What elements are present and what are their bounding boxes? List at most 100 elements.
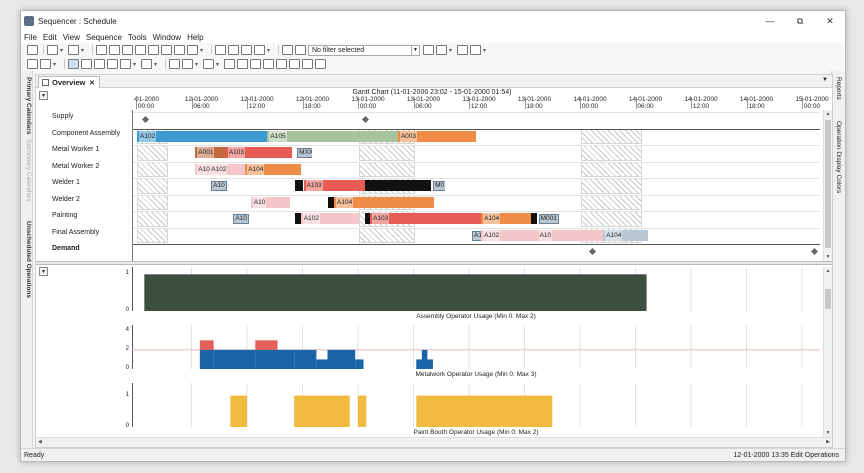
filter-tag-icon[interactable] bbox=[436, 45, 447, 55]
menu-window[interactable]: Window bbox=[152, 32, 182, 42]
sort-icon-4[interactable] bbox=[254, 45, 265, 55]
sequence-icon-3[interactable] bbox=[203, 59, 214, 69]
tab-close-icon[interactable]: ✕ bbox=[89, 79, 95, 87]
row-label[interactable]: Final Assembly bbox=[52, 228, 100, 236]
sequence-icon-11[interactable] bbox=[315, 59, 326, 69]
menu-help[interactable]: Help bbox=[187, 32, 204, 42]
menu-sequence[interactable]: Sequence bbox=[85, 32, 122, 42]
sequence-icon-10[interactable] bbox=[302, 59, 313, 69]
gantt-link-icon[interactable] bbox=[141, 59, 152, 69]
sort-icon-1[interactable] bbox=[215, 45, 226, 55]
supply-marker[interactable] bbox=[142, 115, 150, 124]
undo-dropdown-icon[interactable]: ▾ bbox=[60, 47, 64, 54]
usage-collapse-icon[interactable]: ▼ bbox=[39, 267, 48, 276]
operation-bar[interactable]: A10 bbox=[250, 196, 290, 208]
sort-icon-3[interactable] bbox=[241, 45, 252, 55]
sequence-icon-5[interactable] bbox=[237, 59, 248, 69]
tab-list-dropdown-icon[interactable]: ▼ bbox=[822, 77, 828, 83]
tab-primary-calendars[interactable]: Primary Calendars bbox=[25, 77, 32, 135]
operation-bar[interactable]: M0 bbox=[431, 180, 446, 191]
operation-bar[interactable]: A105 bbox=[267, 130, 398, 142]
sequence-icon-7[interactable] bbox=[263, 59, 274, 69]
minimize-button[interactable]: — bbox=[765, 16, 775, 26]
gantt-shift-icon[interactable] bbox=[120, 59, 131, 69]
chevron-down-icon[interactable]: ▼ bbox=[411, 45, 419, 55]
resource-icon[interactable] bbox=[457, 45, 468, 55]
row-label[interactable]: Welder 1 bbox=[52, 179, 80, 186]
view-table-icon[interactable] bbox=[96, 45, 107, 55]
operation-bar[interactable]: A102 bbox=[300, 213, 359, 224]
usage-scroll-down-icon[interactable]: ▼ bbox=[825, 430, 831, 436]
view-book-icon[interactable] bbox=[122, 45, 133, 55]
gantt-split-icon[interactable] bbox=[94, 59, 105, 69]
tab-reports[interactable]: Reports bbox=[835, 77, 842, 100]
filter-tag-dropdown-icon[interactable]: ▾ bbox=[449, 47, 453, 54]
operation-bar[interactable]: A10 A102 bbox=[195, 163, 246, 175]
operation-bar[interactable]: MXX bbox=[295, 147, 312, 158]
row-label[interactable]: Welder 2 bbox=[52, 195, 80, 203]
horizontal-scrollbar[interactable]: ◀ ▶ bbox=[36, 437, 832, 447]
row-label[interactable]: Component Assembly bbox=[52, 129, 121, 137]
operation-bar[interactable] bbox=[531, 213, 537, 224]
operation-bar[interactable]: A104 bbox=[481, 213, 532, 224]
view-image-icon[interactable] bbox=[148, 45, 159, 55]
gantt-shift-dropdown-icon[interactable]: ▾ bbox=[133, 61, 137, 68]
operation-bar[interactable] bbox=[295, 180, 304, 191]
gantt-join-icon[interactable] bbox=[107, 59, 118, 69]
pane-splitter[interactable] bbox=[36, 261, 832, 265]
gantt-vertical-scrollbar[interactable]: ▲ ▼ bbox=[823, 110, 832, 261]
sequence-dropdown2-icon[interactable]: ▾ bbox=[216, 61, 220, 68]
sequence-icon-8[interactable] bbox=[276, 59, 287, 69]
operation-bar[interactable] bbox=[364, 213, 371, 224]
operation-bar[interactable]: A10 bbox=[536, 229, 604, 241]
close-button[interactable]: ✕ bbox=[826, 15, 834, 26]
sequence-icon-2[interactable] bbox=[182, 59, 193, 69]
operation-bar[interactable]: A1 bbox=[470, 230, 482, 241]
sequence-icon-4[interactable] bbox=[224, 59, 235, 69]
view-grid-icon[interactable] bbox=[161, 45, 172, 55]
filter-icon[interactable] bbox=[282, 45, 293, 55]
operation-bar[interactable] bbox=[364, 180, 432, 191]
usage-scroll-thumb[interactable] bbox=[825, 289, 831, 309]
row-label[interactable]: Supply bbox=[52, 113, 74, 120]
redo-dropdown-icon[interactable]: ▾ bbox=[81, 47, 85, 54]
operation-bar[interactable]: A102 bbox=[481, 229, 537, 241]
row-label[interactable]: Demand bbox=[52, 245, 80, 252]
operation-bar[interactable]: A103 bbox=[225, 147, 293, 158]
gantt-move-icon[interactable] bbox=[81, 59, 92, 69]
gantt-scroll-thumb[interactable] bbox=[825, 120, 831, 248]
menu-tools[interactable]: Tools bbox=[127, 32, 147, 42]
operation-bar[interactable]: M001 bbox=[537, 213, 559, 224]
tab-secondary-calendars[interactable]: Secondary Calendars bbox=[25, 139, 32, 202]
operation-bar[interactable]: A10 bbox=[231, 213, 250, 224]
usage-scroll-up-icon[interactable]: ▲ bbox=[825, 268, 831, 274]
layout-dropdown-icon[interactable]: ▾ bbox=[53, 61, 57, 68]
sequence-icon-9[interactable] bbox=[289, 59, 300, 69]
menu-view[interactable]: View bbox=[62, 32, 80, 42]
resource-chart-icon[interactable] bbox=[470, 45, 481, 55]
help-icon[interactable] bbox=[187, 45, 198, 55]
demand-marker[interactable] bbox=[811, 247, 819, 256]
undo-icon[interactable] bbox=[47, 45, 58, 55]
layout-icon-2[interactable] bbox=[40, 59, 51, 69]
scroll-left-icon[interactable]: ◀ bbox=[38, 439, 42, 445]
sequence-dropdown-icon[interactable]: ▾ bbox=[195, 61, 199, 68]
layout-icon-1[interactable] bbox=[27, 59, 38, 69]
sequence-icon-6[interactable] bbox=[250, 59, 261, 69]
tab-overview[interactable]: Overview ✕ bbox=[38, 76, 100, 88]
scroll-down-icon[interactable]: ▼ bbox=[825, 254, 831, 260]
operation-bar[interactable]: A104 bbox=[245, 163, 301, 175]
filter-edit-icon[interactable] bbox=[295, 45, 306, 55]
operation-bar[interactable]: A001 bbox=[195, 147, 226, 158]
operation-bar[interactable]: A103 bbox=[370, 213, 482, 224]
save-icon[interactable] bbox=[27, 45, 38, 55]
row-label[interactable]: Metal Worker 2 bbox=[52, 162, 100, 170]
gantt-link-dropdown-icon[interactable]: ▾ bbox=[154, 61, 158, 68]
view-calendar-icon[interactable] bbox=[174, 45, 185, 55]
row-label[interactable]: Metal Worker 1 bbox=[52, 146, 100, 153]
operation-bar[interactable]: A104 bbox=[334, 196, 434, 208]
scroll-right-icon[interactable]: ▶ bbox=[826, 439, 830, 445]
operation-bar[interactable]: A10 bbox=[209, 180, 228, 191]
help-dropdown-icon[interactable]: ▾ bbox=[200, 47, 204, 54]
restore-button[interactable]: ⧉ bbox=[796, 15, 804, 26]
